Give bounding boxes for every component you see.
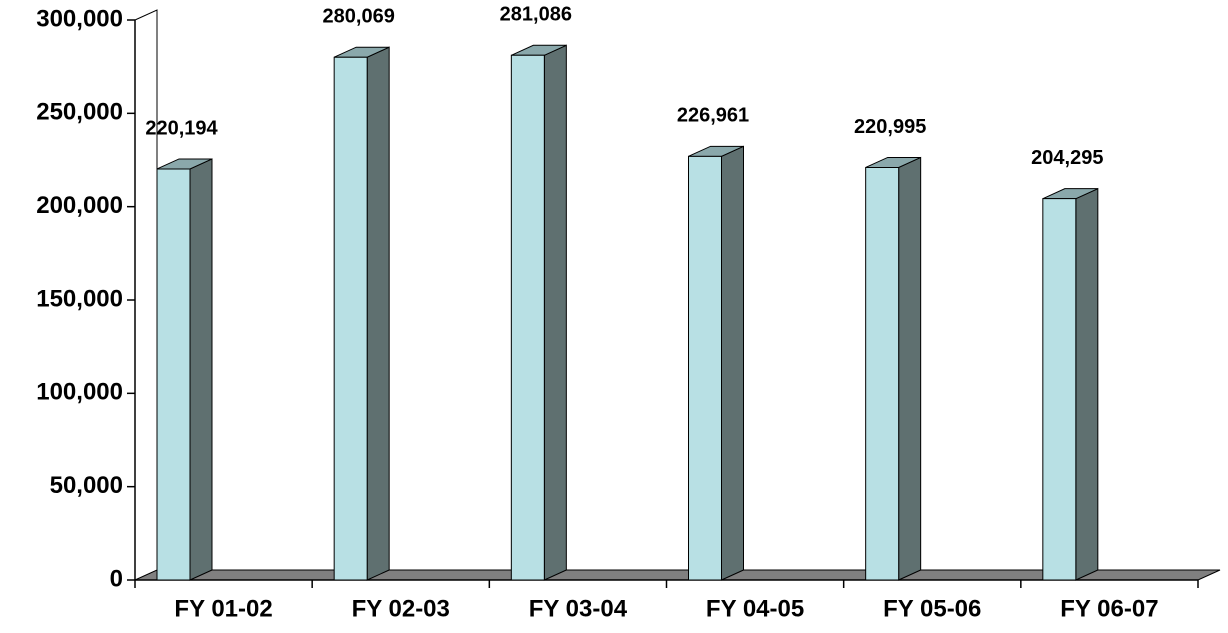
x-tick-label: FY 06-07 — [1060, 595, 1158, 622]
bar-side — [543, 44, 567, 581]
value-label: 280,069 — [323, 5, 395, 27]
bar-side — [898, 156, 922, 581]
bar-front — [333, 56, 368, 581]
bar — [1042, 187, 1099, 581]
y-tick-label: 250,000 — [36, 99, 123, 126]
y-tick-label: 300,000 — [36, 5, 123, 32]
bar — [688, 145, 744, 581]
bar-side — [1075, 187, 1099, 581]
value-label: 226,961 — [677, 105, 749, 127]
bar-front — [510, 54, 545, 581]
bar-side — [721, 145, 744, 581]
bar-front — [688, 155, 722, 581]
x-tick-label: FY 03-04 — [529, 595, 628, 622]
x-tick-label: FY 02-03 — [352, 595, 450, 622]
value-label: 281,086 — [500, 4, 572, 26]
bar-front — [865, 166, 900, 581]
value-label: 220,194 — [145, 117, 218, 139]
value-label: 220,995 — [854, 116, 926, 138]
y-tick-label: 0 — [110, 565, 123, 592]
value-label: 204,295 — [1031, 147, 1103, 169]
wall-edge — [134, 9, 158, 570]
x-tick-label: FY 05-06 — [883, 595, 981, 622]
y-tick-label: 50,000 — [50, 472, 123, 499]
bar-side — [366, 46, 390, 581]
bar — [510, 44, 567, 581]
bar — [865, 156, 922, 581]
x-tick-label: FY 04-05 — [706, 595, 804, 622]
bar-front — [1042, 198, 1077, 581]
bar — [156, 158, 213, 581]
bar-front — [156, 168, 191, 581]
y-tick-label: 100,000 — [36, 379, 123, 406]
bar-side — [189, 158, 213, 581]
y-tick-label: 150,000 — [36, 285, 123, 312]
x-tick-label: FY 01-02 — [174, 595, 272, 622]
bar — [333, 46, 390, 581]
y-tick-label: 200,000 — [36, 192, 123, 219]
